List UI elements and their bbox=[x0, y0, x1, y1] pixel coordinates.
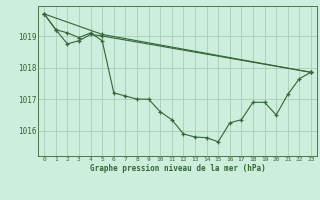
X-axis label: Graphe pression niveau de la mer (hPa): Graphe pression niveau de la mer (hPa) bbox=[90, 164, 266, 173]
